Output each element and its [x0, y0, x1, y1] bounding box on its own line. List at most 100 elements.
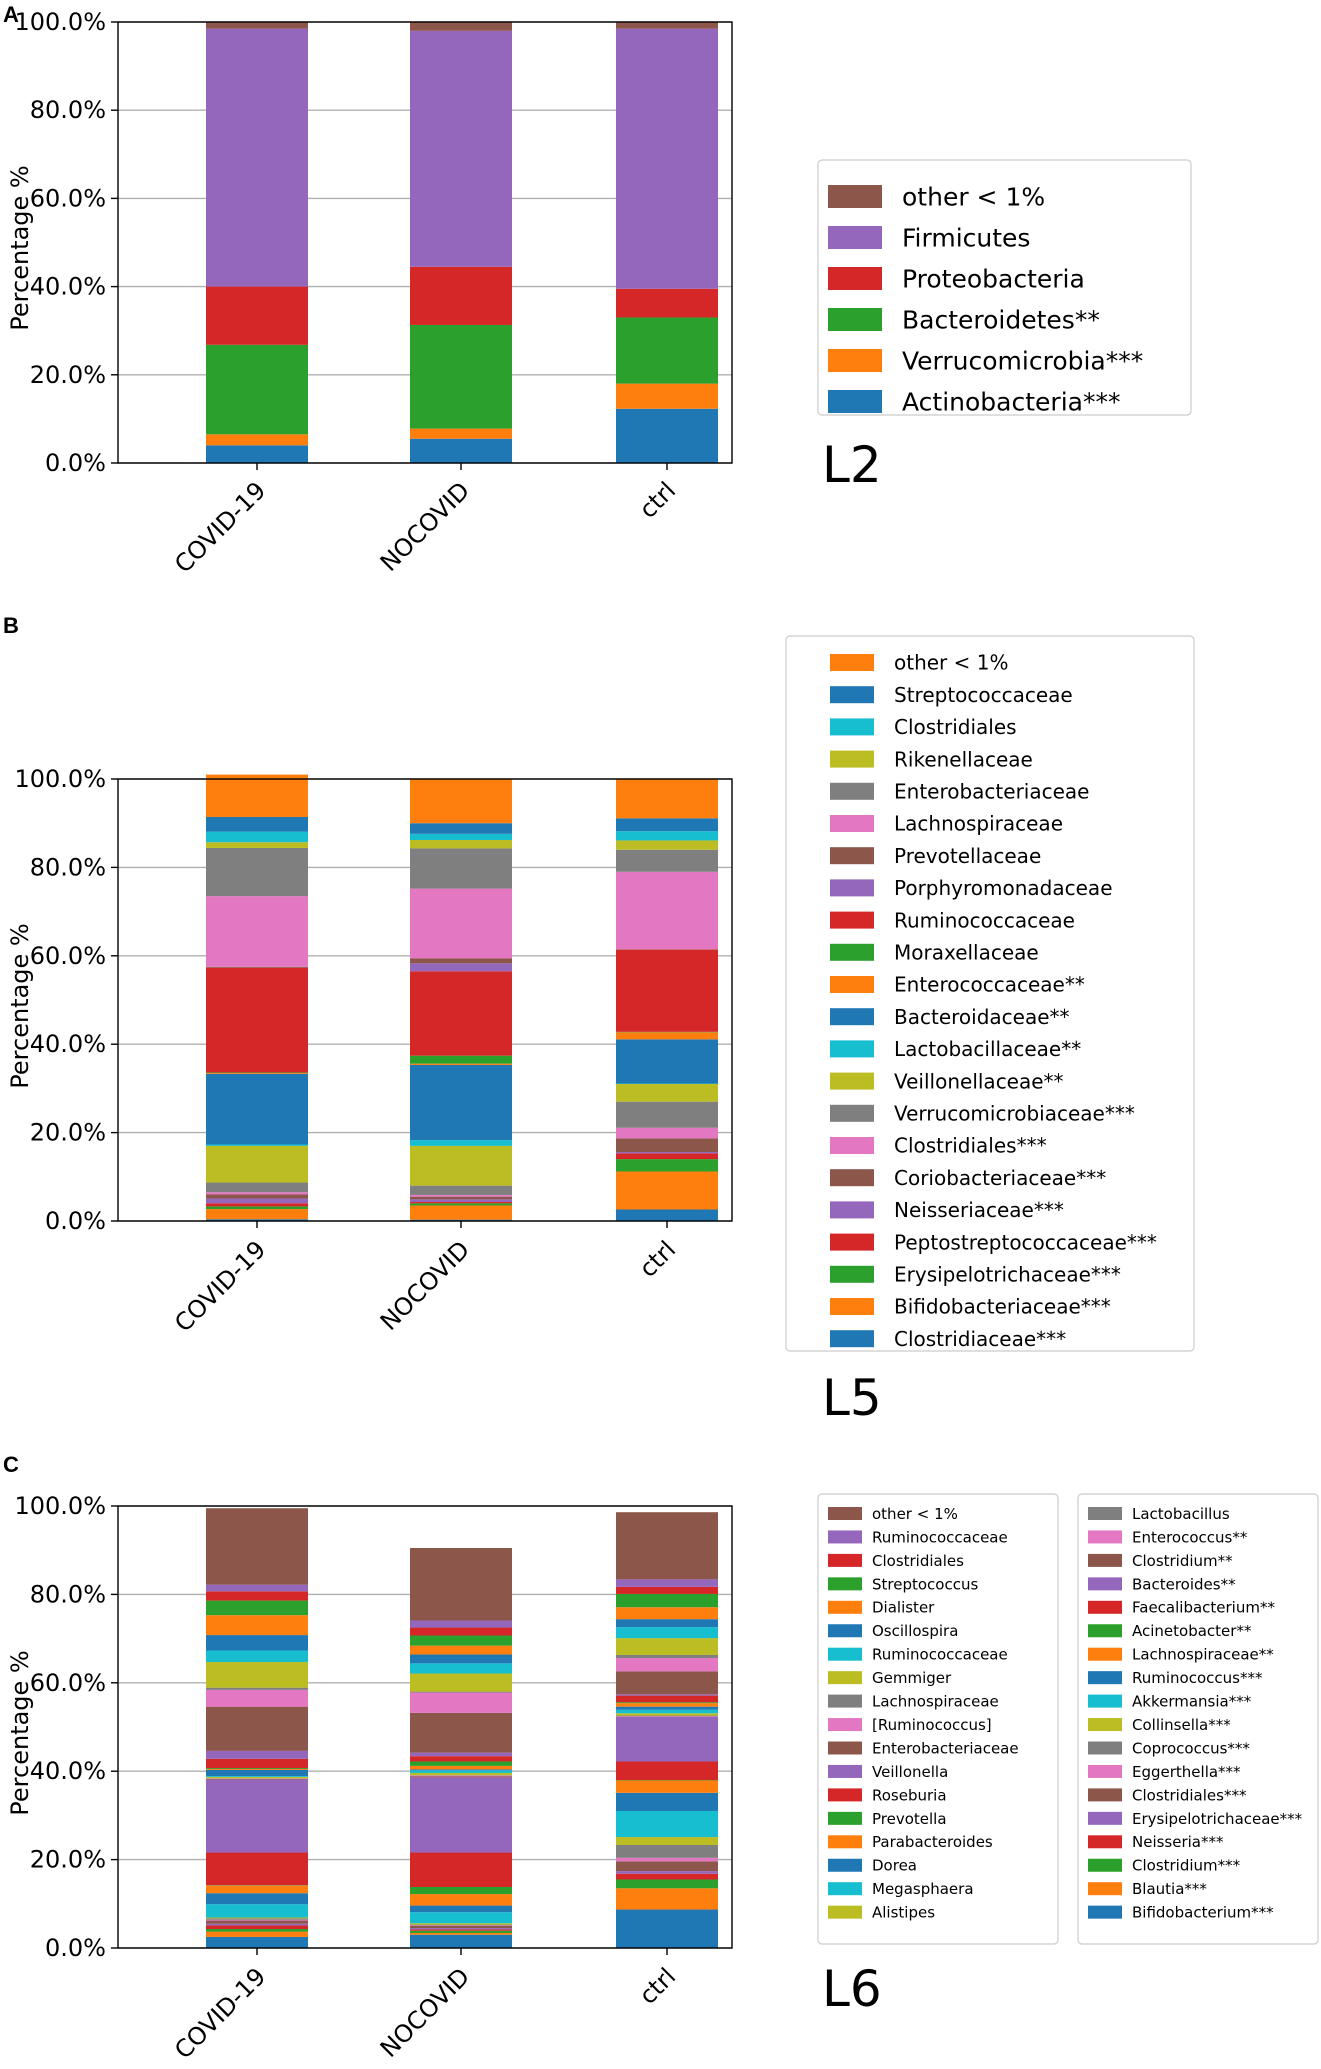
panel-c-bar-segment-2-23: [616, 1696, 718, 1703]
panel-b-legend-label: Clostridiales: [894, 715, 1017, 739]
panel-c-bar-segment-1-14: [410, 1777, 512, 1852]
panel-c-legend-label: Blautia***: [1132, 1880, 1207, 1898]
panel-c-legend-label: Coprococcus***: [1132, 1739, 1250, 1757]
panel-c-legend-swatch: [1088, 1906, 1122, 1919]
panel-b-legend-swatch: [830, 718, 874, 735]
panel-c-bar-segment-1-31: [410, 1646, 512, 1655]
panel-b-ytick-label: 100.0%: [14, 765, 106, 793]
panel-c-ylabel: Percentage %: [6, 1650, 34, 1815]
panel-a-ytick-label: 20.0%: [30, 361, 106, 389]
panel-c-bar-segment-0-5: [206, 1921, 308, 1924]
panel-b-bar-segment-1-15: [410, 958, 512, 963]
panel-c-bar-segment-0-10: [206, 1893, 308, 1904]
panel-c-bar-segment-2-6: [616, 1858, 718, 1862]
panel-b-bar-segment-0-19: [206, 832, 308, 843]
panel-c-legend-swatch: [828, 1835, 862, 1848]
panel-c-bar-segment-2-34: [616, 1579, 718, 1587]
panel-b-bar-segment-2-20: [616, 818, 718, 831]
panel-letter-c: C: [3, 1452, 19, 1477]
panel-b-ylabel: Percentage %: [6, 923, 34, 1088]
panel-a-bar-segment-2-3: [616, 289, 718, 318]
panel-b-legend-label: Lachnospiraceae: [894, 812, 1063, 836]
panel-c-bar-segment-0-29: [206, 1651, 308, 1662]
panel-b-bar-segment-2-4: [616, 1152, 718, 1153]
panel-c-bar-segment-0-14: [206, 1780, 308, 1853]
panel-c-legend-swatch: [828, 1742, 862, 1755]
panel-c-legend-swatch: [1088, 1507, 1122, 1520]
panel-c-bar-segment-2-28: [616, 1638, 718, 1655]
panel-c-bar-segment-0-27: [206, 1688, 308, 1690]
panel-c-bar-segment-1-22: [410, 1761, 512, 1765]
panel-b-bar-segment-0-13: [206, 968, 308, 1073]
panel-c-legend-label: Veillonella: [872, 1763, 948, 1781]
panel-c-legend-label: Ruminococcus***: [1132, 1669, 1263, 1687]
panel-c-legend-label: Parabacteroides: [872, 1833, 993, 1851]
level-label-l6: L6: [822, 1960, 882, 2018]
panel-b-legend-swatch: [830, 815, 874, 832]
panel-c-legend-swatch: [1088, 1859, 1122, 1872]
panel-c-bar-segment-1-0: [410, 1935, 512, 1948]
panel-c-bar-segment-1-20: [410, 1769, 512, 1770]
panel-a-legend-swatch: [828, 185, 882, 208]
panel-b-legend-swatch: [830, 1169, 874, 1186]
panel-b-legend-swatch: [830, 686, 874, 703]
panel-c-legend-label: other < 1%: [872, 1505, 958, 1523]
panel-c-bar-segment-0-32: [206, 1601, 308, 1616]
panel-c-legend-label: Eggerthella***: [1132, 1763, 1241, 1781]
panel-c-bar-segment-0-6: [206, 1920, 308, 1921]
panel-b-legend-label: Coriobacteriaceae***: [894, 1166, 1106, 1190]
panel-c-bar-segment-2-8: [616, 1837, 718, 1845]
panel-c-bar-segment-2-3: [616, 1874, 718, 1880]
panel-b-legend-swatch: [830, 1234, 874, 1251]
panel-c-ytick-label: 40.0%: [30, 1757, 106, 1785]
panel-c-legend-label: Clostridium***: [1132, 1857, 1241, 1875]
panel-c-bar-segment-2-27: [616, 1655, 718, 1658]
panel-b-legend-swatch: [830, 912, 874, 929]
panel-b-bar-segment-1-4: [410, 1199, 512, 1202]
panel-a-xtick-label: NOCOVID: [375, 476, 475, 576]
panel-a-bar-segment-1-3: [410, 267, 512, 325]
panel-c-legend-swatch: [1088, 1648, 1122, 1661]
panel-b-bar-segment-0-7: [206, 1183, 308, 1193]
panel-a-bar-segment-1-1: [410, 429, 512, 439]
panel-c-bar-segment-2-22: [616, 1702, 718, 1703]
panel-a-legend-label: other < 1%: [902, 183, 1045, 212]
panel-letter-b: B: [3, 613, 19, 638]
panel-c-legend-label: Ruminococcaceae: [872, 1646, 1008, 1664]
panel-b-bar-segment-0-20: [206, 817, 308, 832]
panel-c-bar-segment-0-23: [206, 1759, 308, 1768]
panel-b-bar-segment-1-21: [410, 779, 512, 823]
panel-c-bar-segment-1-32: [410, 1636, 512, 1646]
panel-c-bar-segment-2-0: [616, 1910, 718, 1948]
panel-c-bar-segment-1-23: [410, 1756, 512, 1761]
panel-b-bar-segment-0-6: [206, 1192, 308, 1194]
panel-c-legend-label: Lachnospiraceae**: [1132, 1646, 1274, 1664]
panel-c-legend-swatch: [828, 1882, 862, 1895]
panel-c-legend-swatch: [828, 1788, 862, 1801]
panel-c-bar-segment-0-9: [206, 1904, 308, 1917]
panel-b-legend-swatch: [830, 879, 874, 896]
panel-c-legend-label: Erysipelotrichaceae***: [1132, 1810, 1303, 1828]
panel-a-legend-label: Actinobacteria***: [902, 388, 1120, 417]
panel-c-legend-label: Oscillospira: [872, 1622, 958, 1640]
panel-b-legend-swatch: [830, 1040, 874, 1057]
panel-b-bar-segment-0-21: [206, 775, 308, 817]
panel-b-bar-segment-1-17: [410, 848, 512, 888]
panel-c-bar-segment-1-10: [410, 1906, 512, 1913]
panel-c-bar-segment-2-26: [616, 1658, 718, 1671]
panel-b-bar-segment-2-1: [616, 1171, 718, 1209]
panel-b-bar-segment-0-9: [206, 1145, 308, 1146]
panel-b-legend-label: Enterobacteriaceae: [894, 780, 1089, 804]
panel-b-bar-segment-0-17: [206, 848, 308, 896]
panel-c-bar-segment-0-22: [206, 1768, 308, 1769]
panel-c-legend-label: Clostridiales***: [1132, 1786, 1247, 1804]
panel-c-bar-segment-2-25: [616, 1671, 718, 1694]
panel-c-bar-segment-0-18: [206, 1777, 308, 1778]
panel-c-legend-swatch: [828, 1859, 862, 1872]
panel-b-bar-segment-0-4: [206, 1198, 308, 1203]
panel-c-bar-segment-1-29: [410, 1663, 512, 1673]
panel-b-xtick-label: NOCOVID: [375, 1235, 475, 1335]
panel-b-legend-swatch: [830, 1298, 874, 1315]
panel-a-legend-swatch: [828, 349, 882, 372]
panel-c-bar-segment-0-8: [206, 1918, 308, 1919]
